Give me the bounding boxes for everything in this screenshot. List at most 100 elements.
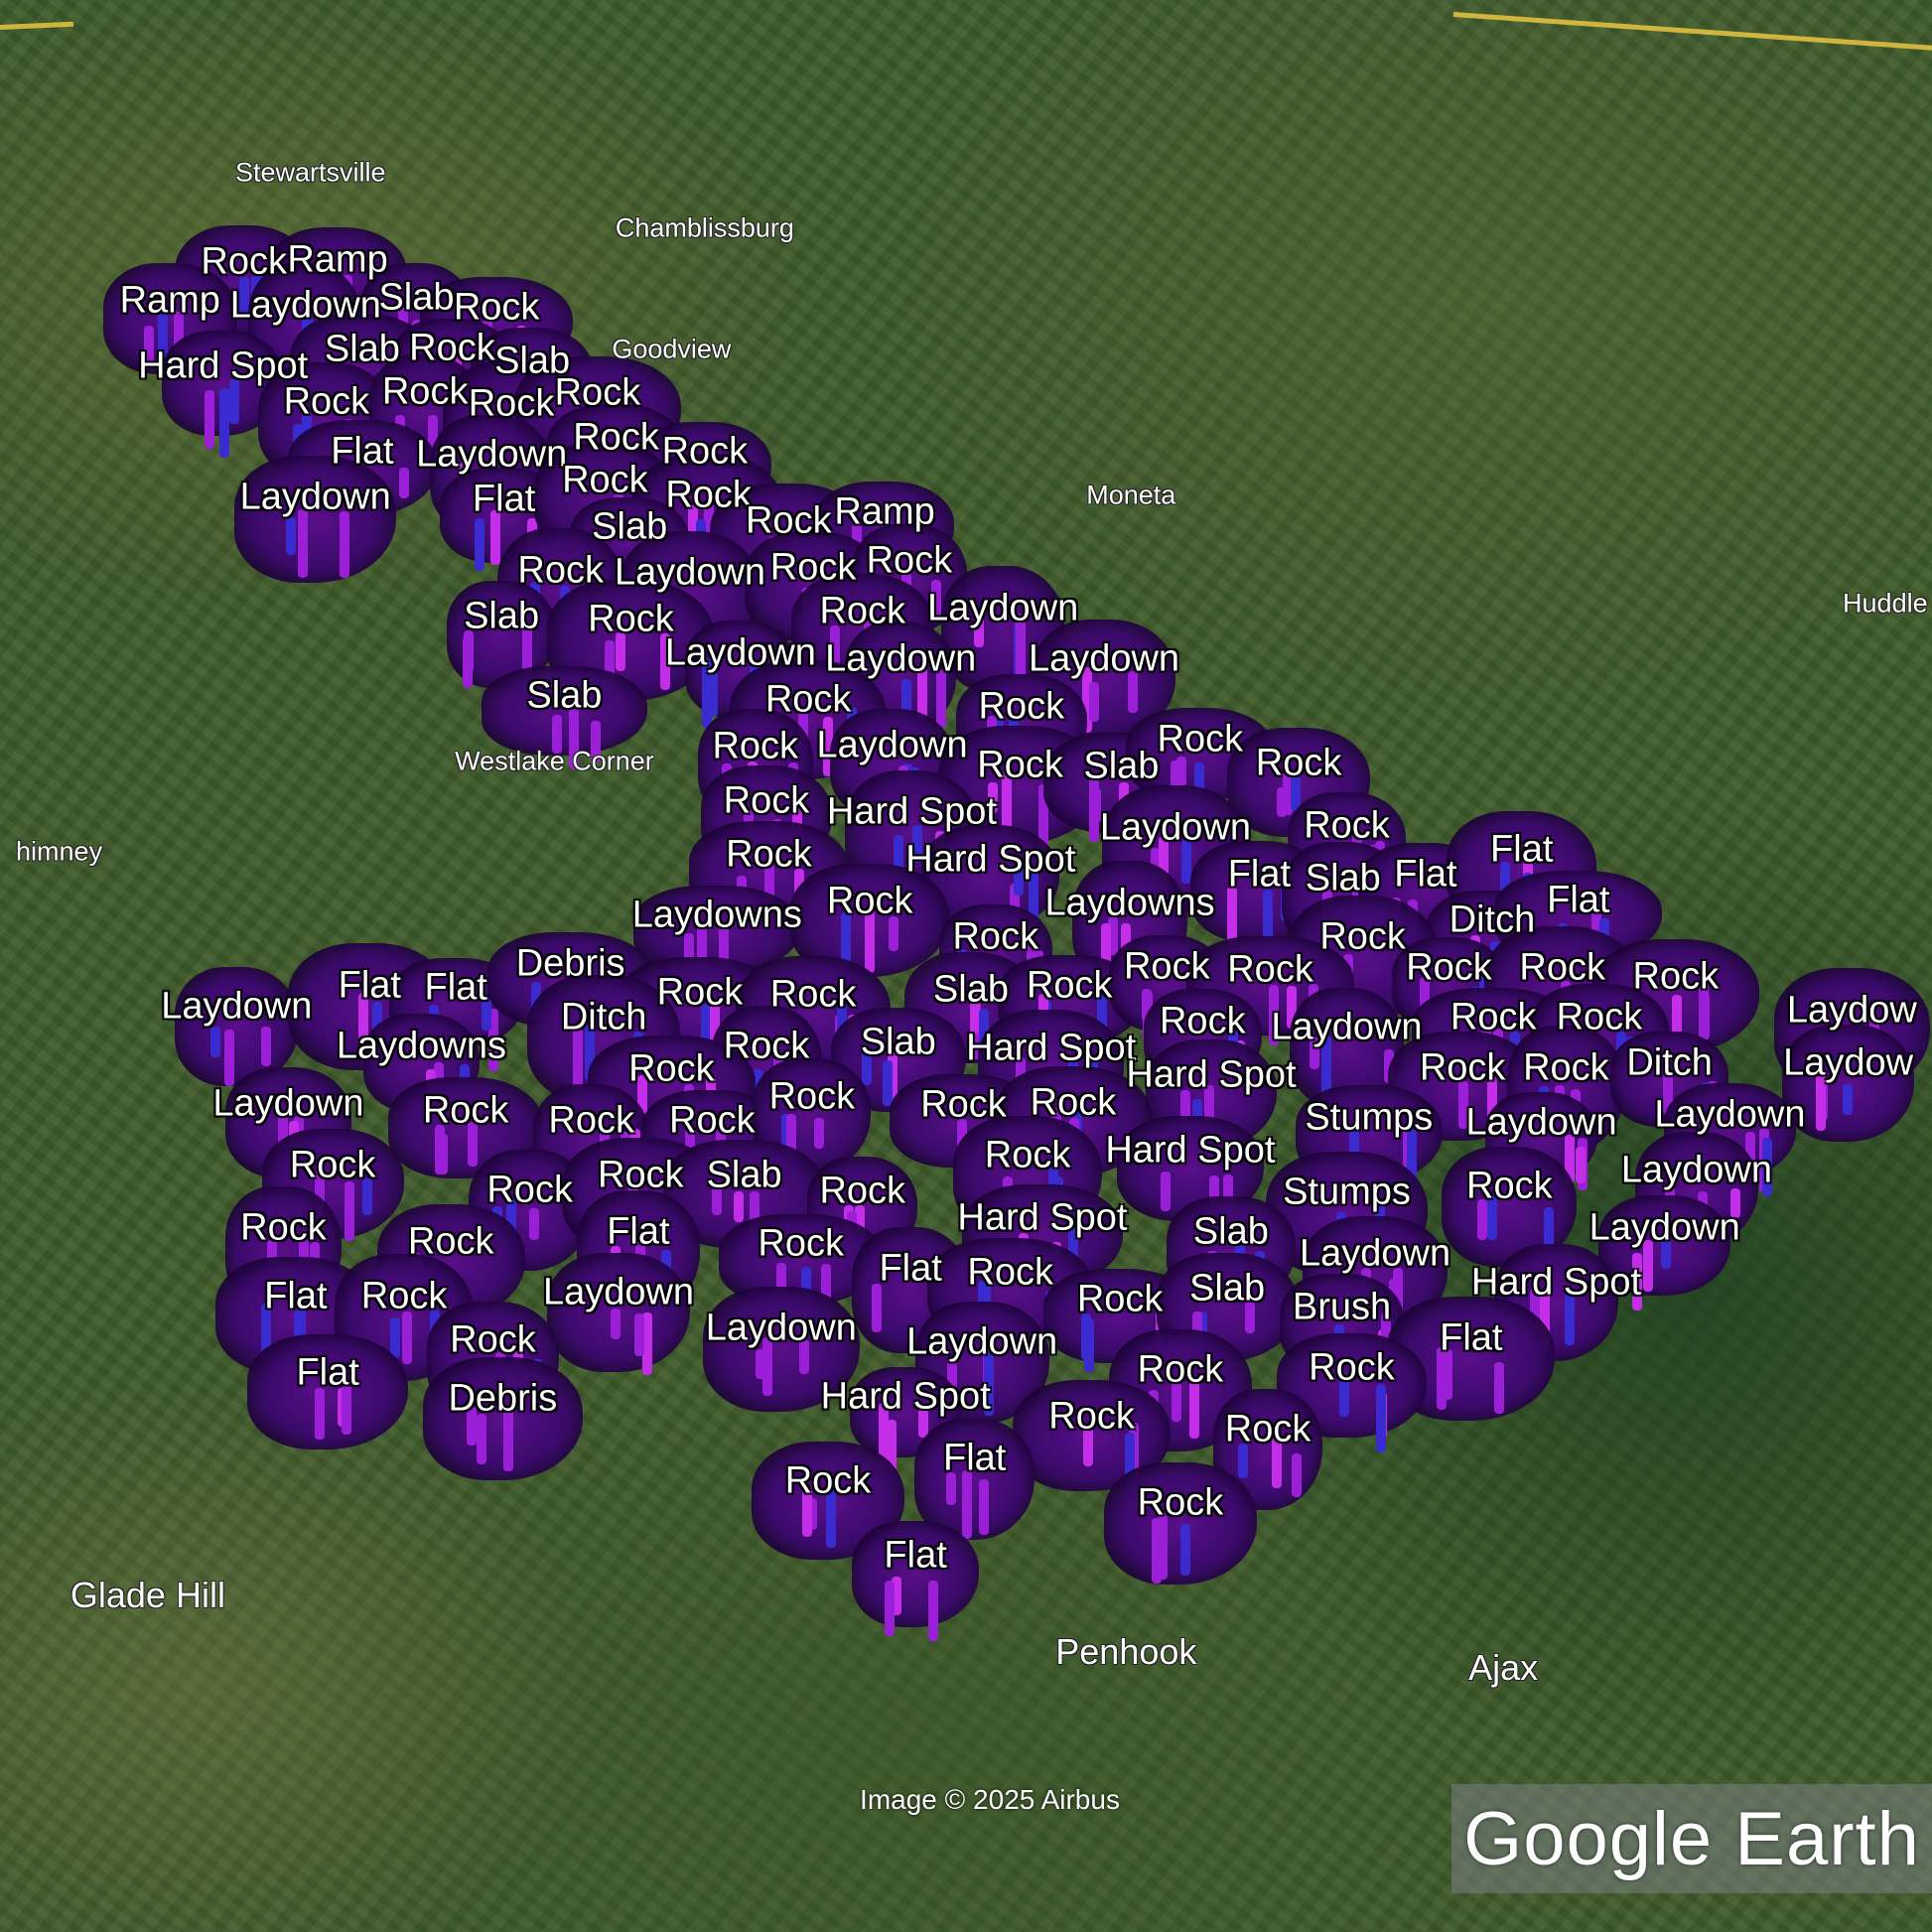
map-pin-icon[interactable] [634, 1313, 645, 1357]
map-pin-icon[interactable] [358, 992, 369, 1041]
map-pin-icon[interactable] [1282, 770, 1293, 815]
map-pin-icon[interactable] [224, 1029, 235, 1087]
map-pin-icon[interactable] [861, 1047, 872, 1086]
map-pin-icon[interactable] [900, 679, 911, 723]
map-pin-icon[interactable] [1238, 1444, 1249, 1478]
marker-label[interactable]: Rock [1304, 804, 1390, 847]
marker-label[interactable]: Slab [526, 674, 603, 717]
marker-label[interactable]: Rock [758, 1222, 844, 1265]
marker-label[interactable]: Flat [884, 1534, 947, 1577]
map-pin-icon[interactable] [1180, 1523, 1191, 1576]
map-pin-icon[interactable] [912, 825, 923, 863]
marker-label[interactable]: Laydown [239, 476, 391, 518]
map-pin-icon[interactable] [1171, 759, 1181, 797]
map-pin-icon[interactable] [1014, 865, 1025, 897]
map-pin-icon[interactable] [973, 614, 984, 648]
map-pin-icon[interactable] [1194, 761, 1205, 805]
marker-label[interactable]: Slab [860, 1021, 936, 1063]
marker-label[interactable]: Flat [331, 430, 394, 473]
marker-label[interactable]: Rock [517, 549, 604, 592]
map-pin-icon[interactable] [756, 1348, 766, 1379]
marker-label[interactable]: Laydown [927, 587, 1079, 629]
map-pin-icon[interactable] [143, 325, 154, 366]
map-pin-icon[interactable] [1160, 1171, 1171, 1211]
map-pin-icon[interactable] [573, 1029, 583, 1091]
map-pin-icon[interactable] [983, 1350, 994, 1416]
map-pin-icon[interactable] [398, 467, 409, 498]
map-pin-icon[interactable] [969, 994, 980, 1035]
marker-label[interactable]: Laydow [1786, 989, 1917, 1032]
map-pin-icon[interactable] [1125, 1432, 1136, 1499]
marker-label[interactable]: Rock [289, 1144, 376, 1186]
marker-label[interactable]: Rock [201, 240, 288, 283]
marker-label[interactable]: Rock [548, 1099, 634, 1142]
map-pin-icon[interactable] [1176, 757, 1187, 787]
map-pin-icon[interactable] [1487, 1192, 1498, 1240]
marker-label[interactable]: Rock [967, 1251, 1053, 1294]
map-pin-icon[interactable] [1090, 787, 1101, 824]
map-pin-icon[interactable] [916, 664, 927, 721]
marker-label[interactable]: Hard Spot [1105, 1129, 1276, 1172]
marker-label[interactable]: Laydown [416, 433, 568, 476]
marker-label[interactable]: Rock [381, 370, 469, 413]
map-pin-icon[interactable] [1015, 614, 1026, 678]
map-pin-icon[interactable] [1028, 868, 1038, 932]
map-pin-icon[interactable] [1290, 773, 1301, 812]
marker-label[interactable]: Rock [1048, 1395, 1135, 1438]
map-pin-icon[interactable] [841, 911, 852, 966]
map-pin-icon[interactable] [981, 1281, 992, 1311]
marker-label[interactable]: Debris [448, 1377, 558, 1420]
map-pin-icon[interactable] [1244, 1302, 1255, 1333]
marker-label[interactable]: Stumps [1283, 1171, 1411, 1213]
marker-label[interactable]: Rock [573, 416, 659, 459]
marker-label[interactable]: Ditch [1626, 1041, 1713, 1084]
marker-label[interactable]: Rock [628, 1047, 715, 1090]
map-pin-icon[interactable] [1458, 1080, 1469, 1129]
marker-label[interactable]: Ditch [560, 996, 647, 1038]
map-pin-icon[interactable] [1151, 1517, 1162, 1585]
marker-label[interactable]: Laydown [1465, 1101, 1617, 1144]
map-pin-icon[interactable] [361, 1177, 372, 1215]
map-pin-icon[interactable] [928, 1580, 939, 1642]
map-pin-icon[interactable] [487, 1009, 498, 1071]
marker-label[interactable]: Rock [1227, 948, 1313, 991]
map-pin-icon[interactable] [204, 389, 214, 450]
map-pin-icon[interactable] [636, 1075, 647, 1118]
marker-label[interactable]: Rock [562, 459, 648, 501]
map-pin-icon[interactable] [339, 510, 349, 579]
marker-label[interactable]: Rock [409, 327, 495, 369]
map-pin-icon[interactable] [1529, 1288, 1540, 1334]
map-pin-icon[interactable] [1661, 1237, 1671, 1270]
marker-label[interactable]: Laydowns [631, 894, 802, 936]
marker-label[interactable]: Rock [1319, 915, 1406, 958]
marker-label[interactable]: Rock [422, 1089, 509, 1132]
map-pin-icon[interactable] [529, 1208, 540, 1241]
map-pin-icon[interactable] [821, 1263, 832, 1306]
marker-label[interactable]: Rock [665, 474, 752, 516]
marker-label[interactable]: Laydowns [336, 1025, 506, 1067]
map-pin-icon[interactable] [1632, 1252, 1643, 1311]
map-pin-icon[interactable] [761, 1336, 772, 1397]
marker-label[interactable]: Rock [1030, 1081, 1117, 1124]
marker-label[interactable]: Rock [486, 1169, 573, 1211]
map-pin-icon[interactable] [1310, 1036, 1319, 1069]
marker-label[interactable]: Rock [1523, 1046, 1609, 1089]
marker-label[interactable]: Rock [769, 973, 857, 1016]
map-pin-icon[interactable] [590, 720, 601, 763]
map-pin-icon[interactable] [936, 670, 947, 728]
marker-label[interactable]: Flat [296, 1351, 359, 1394]
marker-label[interactable]: Hard Spot [905, 838, 1076, 881]
marker-label[interactable]: Laydown [542, 1271, 695, 1313]
marker-label[interactable]: Brush [1292, 1286, 1392, 1328]
marker-label[interactable]: Laydowns [1044, 882, 1215, 924]
marker-label[interactable]: Hard Spot [1126, 1053, 1297, 1096]
map-pin-icon[interactable] [702, 658, 713, 729]
map-pin-icon[interactable] [1127, 670, 1138, 713]
map-pin-icon[interactable] [505, 1196, 516, 1245]
marker-label[interactable]: Ditch [1449, 898, 1536, 941]
map-pin-icon[interactable] [463, 636, 474, 689]
map-pin-icon[interactable] [1663, 1070, 1674, 1116]
marker-label[interactable]: Slab [1083, 745, 1160, 787]
map-pin-icon[interactable] [278, 1114, 289, 1150]
